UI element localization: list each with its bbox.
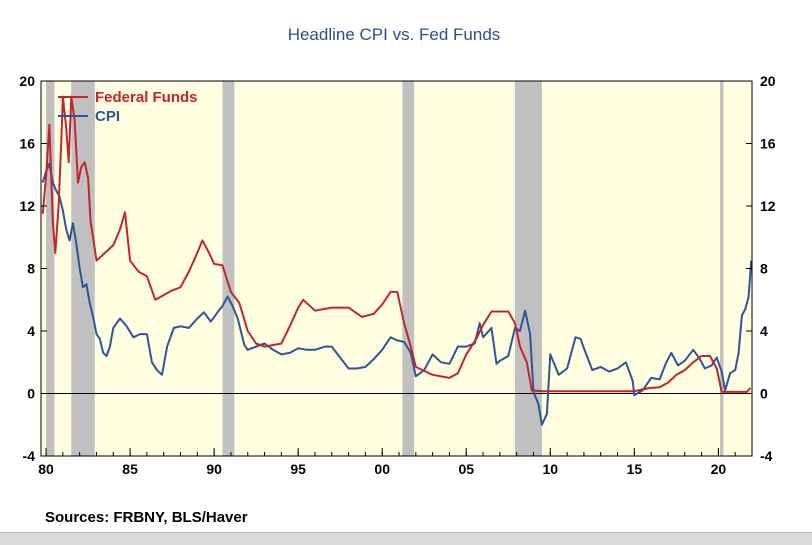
x-tick-label: 10	[543, 461, 559, 477]
y-tick-label-left: 16	[19, 136, 35, 152]
x-tick-label: 20	[711, 461, 727, 477]
x-tick-label: 80	[38, 461, 54, 477]
y-tick-label-left: 4	[27, 323, 35, 339]
x-tick-label: 15	[627, 461, 643, 477]
x-tick-label: 90	[206, 461, 222, 477]
y-tick-label-left: 0	[27, 386, 35, 402]
y-tick-label-right: 0	[760, 386, 768, 402]
recession-band	[720, 81, 724, 456]
recession-band	[402, 81, 415, 456]
x-tick-label: 85	[122, 461, 138, 477]
x-tick-label: 95	[290, 461, 306, 477]
y-tick-label-right: 12	[760, 198, 776, 214]
x-tick-label: 05	[458, 461, 474, 477]
y-tick-label-left: 8	[27, 261, 35, 277]
series-line-federal-funds	[41, 95, 752, 393]
recession-band	[515, 81, 542, 456]
y-tick-label-right: -4	[760, 448, 773, 464]
y-tick-label-right: 8	[760, 261, 768, 277]
chart-title: Headline CPI vs. Fed Funds	[288, 25, 501, 44]
y-tick-label-left: 20	[19, 73, 35, 89]
y-tick-label-left: -4	[23, 448, 36, 464]
bottom-scroll-bar	[0, 532, 812, 545]
y-tick-label-right: 4	[760, 323, 768, 339]
x-tick-label: 00	[374, 461, 390, 477]
y-tick-label-right: 16	[760, 136, 776, 152]
y-tick-label-left: 12	[19, 198, 35, 214]
plot-area	[41, 81, 752, 456]
legend-label-federal-funds: Federal Funds	[95, 89, 198, 106]
sources-note: Sources: FRBNY, BLS/Haver	[45, 509, 248, 526]
y-tick-label-right: 20	[760, 73, 776, 89]
recession-band	[222, 81, 235, 456]
legend-label-cpi: CPI	[95, 108, 120, 125]
recession-band	[46, 81, 55, 456]
